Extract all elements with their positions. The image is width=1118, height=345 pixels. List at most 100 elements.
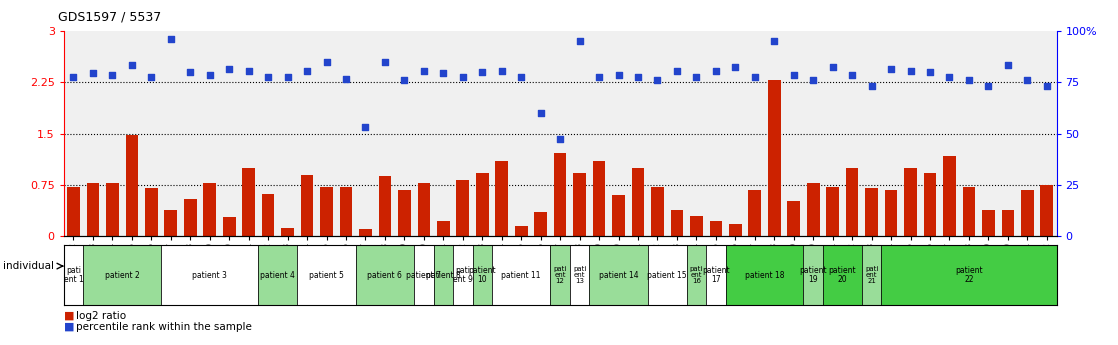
Point (901, 68, 919, 73)
Bar (258, 245, 297, 305)
Bar (297, 245, 356, 305)
Point (940, 75, 958, 80)
Text: patient
10: patient 10 (468, 266, 496, 284)
Bar (282, 228, 294, 236)
Bar (904, 168, 917, 236)
Bar (570, 245, 589, 305)
Bar (534, 213, 547, 236)
Bar (1002, 210, 1014, 236)
Bar (632, 168, 644, 236)
Point (142, 75, 160, 80)
Point (337, 76, 354, 82)
Point (785, 72, 803, 78)
Bar (434, 245, 453, 305)
Text: pati
ent
16: pati ent 16 (690, 266, 703, 284)
Bar (184, 199, 197, 236)
Bar (686, 245, 707, 305)
Point (318, 59, 335, 65)
Point (629, 75, 647, 80)
Point (551, 137, 569, 142)
Bar (862, 245, 881, 305)
Text: patient 11: patient 11 (502, 270, 541, 280)
Point (746, 75, 764, 80)
Text: patient 14: patient 14 (599, 270, 638, 280)
Bar (1021, 190, 1034, 236)
Point (512, 75, 530, 80)
Point (707, 68, 724, 73)
Text: ■: ■ (64, 322, 74, 332)
Bar (83, 245, 161, 305)
Point (201, 72, 219, 78)
Point (843, 72, 861, 78)
Point (1038, 83, 1055, 89)
Bar (826, 187, 838, 236)
Bar (492, 245, 550, 305)
Bar (865, 188, 878, 236)
Point (123, 62, 141, 68)
Point (435, 70, 453, 76)
Bar (453, 245, 473, 305)
Text: patient
20: patient 20 (828, 266, 856, 284)
Bar (550, 245, 570, 305)
Bar (417, 183, 430, 236)
Text: patient 8: patient 8 (426, 270, 461, 280)
Bar (710, 221, 722, 236)
Point (376, 59, 394, 65)
Point (357, 124, 375, 130)
Text: patient
19: patient 19 (799, 266, 827, 284)
Point (590, 75, 608, 80)
Bar (320, 187, 333, 236)
Bar (726, 245, 804, 305)
Bar (398, 190, 410, 236)
Point (863, 83, 881, 89)
Bar (301, 175, 313, 236)
Bar (262, 194, 274, 236)
Bar (768, 80, 780, 236)
Bar (64, 245, 83, 305)
Text: pati
ent
21: pati ent 21 (865, 266, 879, 284)
Text: patient 15: patient 15 (647, 270, 686, 280)
Text: log2 ratio: log2 ratio (76, 311, 126, 321)
Bar (437, 221, 449, 236)
Bar (748, 190, 761, 236)
Bar (1041, 185, 1053, 236)
Bar (944, 156, 956, 236)
Text: patient 6: patient 6 (368, 270, 402, 280)
Bar (476, 174, 489, 236)
Point (727, 64, 745, 69)
Text: patient
22: patient 22 (955, 266, 983, 284)
Bar (707, 245, 726, 305)
Bar (729, 224, 741, 236)
Point (979, 83, 997, 89)
Bar (356, 245, 414, 305)
Point (299, 68, 316, 73)
Point (824, 64, 842, 69)
Bar (495, 161, 508, 236)
Bar (846, 168, 859, 236)
Point (493, 68, 511, 73)
Point (570, 39, 588, 44)
Text: patient 7: patient 7 (407, 270, 442, 280)
Bar (804, 245, 823, 305)
Bar (589, 245, 647, 305)
Text: ■: ■ (64, 311, 74, 321)
Bar (963, 187, 975, 236)
Point (766, 39, 784, 44)
Point (882, 66, 900, 72)
Point (162, 37, 180, 42)
Text: pati
ent
12: pati ent 12 (553, 266, 567, 284)
Text: patient
17: patient 17 (702, 266, 730, 284)
Text: pati
ent 9: pati ent 9 (453, 266, 473, 284)
Bar (222, 217, 236, 236)
Bar (359, 229, 372, 236)
Bar (823, 245, 862, 305)
Bar (125, 135, 139, 236)
Bar (553, 153, 567, 236)
Bar (106, 183, 119, 236)
Bar (164, 210, 177, 236)
Point (84, 70, 102, 76)
Point (667, 68, 685, 73)
Point (1018, 78, 1036, 83)
Text: percentile rank within the sample: percentile rank within the sample (76, 322, 252, 332)
Bar (881, 245, 1057, 305)
